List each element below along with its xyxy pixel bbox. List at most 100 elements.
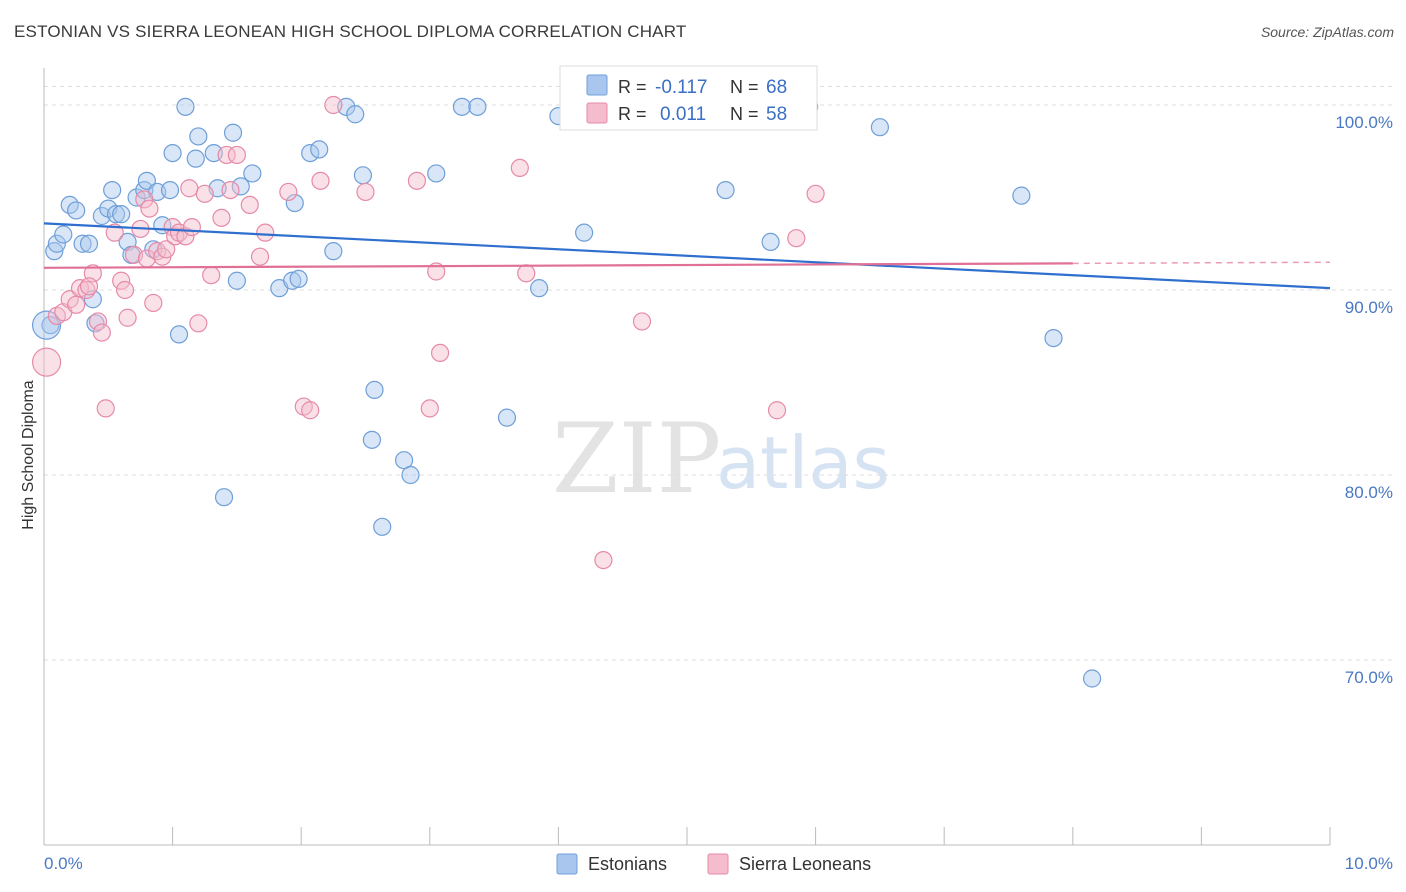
y-axis-label: High School Diploma [20, 380, 37, 530]
sierra-leoneans-point [148, 242, 167, 261]
legend-label-estonians: Estonians [588, 854, 667, 874]
estonians-point [761, 232, 780, 251]
estonians-point [79, 234, 99, 253]
sierra-leoneans-point [324, 95, 343, 115]
stats-n-label-1: N = [730, 104, 759, 124]
sierra-leoneans-point [112, 271, 131, 290]
sierra-leoneans-point [227, 145, 246, 165]
sierra-leoneans-point [96, 399, 115, 418]
estonians-point [31, 310, 62, 340]
estonians-point [227, 271, 246, 290]
estonians-point [716, 181, 735, 200]
sierra-leoneans-point [157, 240, 176, 259]
sierra-leoneans-point [140, 199, 159, 218]
estonians-point [45, 242, 64, 261]
stats-r-label-1: R = [618, 104, 647, 124]
stats-n-value-0: 68 [766, 77, 787, 98]
sierra-leoneans-point [144, 293, 163, 313]
estonians-point [324, 242, 343, 261]
estonians-point [310, 140, 329, 159]
y-tick-labels: 70.0% 80.0% 90.0% 100.0% [1335, 113, 1393, 687]
sierra-leoneans-point [430, 343, 450, 362]
sierra-leoneans-point [182, 218, 201, 237]
sierra-leoneans-point [180, 179, 199, 198]
x-ticks [43, 827, 1331, 845]
sierra-leoneans-point [279, 182, 298, 202]
sierra-leoneans-point [311, 171, 330, 190]
legend-swatch-sierra-leoneans [707, 853, 729, 875]
estonians-point [67, 201, 86, 220]
sierra-leoneans-point [594, 550, 613, 570]
estonians-point [301, 144, 320, 163]
estonians-point [214, 488, 234, 507]
estonians-point [103, 181, 122, 200]
sierra-leoneans-point [250, 247, 270, 266]
estonians-point [86, 314, 105, 333]
watermark-zip: ZIP [552, 403, 721, 515]
sierra-leoneans-trend-line-extension [1072, 261, 1331, 265]
data-points [31, 95, 1102, 688]
sierra-leoneans-point [212, 208, 231, 227]
bottom-legend: Estonians Sierra Leoneans [556, 853, 871, 875]
sierra-leoneans-point [517, 264, 536, 283]
sierra-leoneans-point [105, 223, 124, 242]
watermark-atlas: atlas [716, 421, 890, 505]
estonians-point [169, 325, 189, 344]
estonians-point [160, 181, 180, 200]
y-tick-label: 100.0% [1335, 113, 1393, 132]
estonians-point [73, 234, 92, 253]
estonians-point [530, 279, 549, 298]
sierra-leoneans-point [510, 158, 529, 177]
legend-label-sierra-leoneans: Sierra Leoneans [739, 854, 871, 874]
stats-legend: R = -0.117 N = 68 R = 0.011 N = 58 [559, 65, 818, 131]
estonians-point [106, 205, 126, 224]
source-credit: Source: ZipAtlas.com [1260, 24, 1394, 40]
estonians-point [41, 316, 60, 335]
stats-n-value-1: 58 [766, 104, 787, 125]
estonians-point [112, 205, 131, 224]
estonians-point [497, 408, 517, 427]
stats-swatch-sierra-leoneans [586, 102, 608, 124]
sierra-leoneans-point [240, 195, 259, 214]
trend-lines [43, 222, 1331, 290]
sierra-leoneans-point [118, 308, 137, 327]
estonians-point [223, 123, 243, 142]
estonians-point [870, 118, 890, 137]
estonians-point [176, 97, 195, 116]
sierra-leoneans-point [420, 399, 439, 418]
estonians-point [1044, 329, 1063, 348]
estonians-point [468, 97, 487, 116]
sierra-leoneans-point [115, 280, 135, 300]
estonians-point [189, 127, 208, 146]
y-tick-label: 80.0% [1345, 483, 1393, 502]
sierra-leoneans-point [67, 295, 86, 314]
sierra-leoneans-point [356, 182, 375, 202]
estonians-point [1082, 669, 1102, 688]
sierra-leoneans-point [407, 171, 427, 190]
chart-title: ESTONIAN VS SIERRA LEONEAN HIGH SCHOOL D… [14, 22, 687, 41]
stats-swatch-estonians [586, 74, 608, 96]
estonians-point [92, 206, 111, 226]
estonians-point [1012, 186, 1031, 205]
sierra-leoneans-point [88, 312, 108, 331]
estonians-point [373, 517, 392, 536]
sierra-leoneans-point [202, 266, 221, 285]
estonians-point [452, 97, 472, 116]
estonians-point [289, 269, 308, 288]
estonians-point [362, 430, 382, 449]
sierra-leoneans-point [135, 190, 154, 209]
estonians-point [365, 380, 384, 399]
x-tick-label-min: 0.0% [44, 854, 83, 873]
estonians-point [137, 171, 156, 190]
sierra-leoneans-point [189, 314, 208, 333]
estonians-point [575, 223, 594, 242]
sierra-leoneans-point [256, 223, 275, 242]
sierra-leoneans-point [195, 184, 214, 203]
sierra-leoneans-point [176, 227, 195, 246]
estonians-point [427, 164, 446, 183]
y-tick-label: 70.0% [1345, 668, 1393, 687]
estonians-trend-line [43, 222, 1331, 290]
sierra-leoneans-point [221, 181, 240, 200]
estonians-point [47, 234, 66, 253]
estonians-point [401, 465, 420, 485]
